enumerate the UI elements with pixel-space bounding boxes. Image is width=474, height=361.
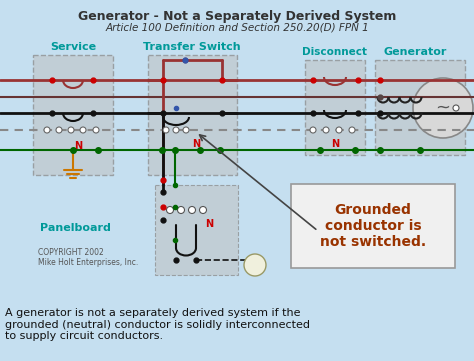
Circle shape bbox=[173, 127, 179, 133]
Circle shape bbox=[336, 127, 342, 133]
Text: Generator: Generator bbox=[383, 47, 447, 57]
Text: N: N bbox=[331, 139, 339, 149]
FancyBboxPatch shape bbox=[291, 184, 455, 268]
Bar bbox=[375, 60, 465, 155]
Bar bbox=[148, 55, 237, 175]
Circle shape bbox=[183, 127, 189, 133]
Circle shape bbox=[93, 127, 99, 133]
Text: Grounded
conductor is
not switched.: Grounded conductor is not switched. bbox=[320, 203, 426, 249]
Circle shape bbox=[68, 127, 74, 133]
Text: Generator - Not a Separately Derived System: Generator - Not a Separately Derived Sys… bbox=[78, 10, 396, 23]
Circle shape bbox=[453, 105, 459, 111]
Circle shape bbox=[413, 78, 473, 138]
Bar bbox=[305, 60, 365, 155]
Circle shape bbox=[310, 127, 316, 133]
Text: Disconnect: Disconnect bbox=[302, 47, 367, 57]
Bar bbox=[155, 185, 238, 275]
Text: N: N bbox=[205, 219, 213, 229]
Circle shape bbox=[166, 206, 173, 213]
Text: N: N bbox=[74, 141, 82, 151]
Circle shape bbox=[177, 206, 184, 213]
Circle shape bbox=[80, 127, 86, 133]
Circle shape bbox=[200, 206, 207, 213]
Text: N: N bbox=[192, 139, 200, 149]
Text: ~: ~ bbox=[436, 99, 450, 117]
Circle shape bbox=[349, 127, 355, 133]
Text: COPYRIGHT 2002
Mike Holt Enterprises, Inc.: COPYRIGHT 2002 Mike Holt Enterprises, In… bbox=[38, 248, 138, 268]
Text: A generator is not a separately derived system if the
grounded (neutral) conduct: A generator is not a separately derived … bbox=[5, 308, 310, 341]
Text: Transfer Switch: Transfer Switch bbox=[143, 42, 241, 52]
Bar bbox=[33, 55, 113, 175]
Circle shape bbox=[163, 127, 169, 133]
Circle shape bbox=[323, 127, 329, 133]
Circle shape bbox=[189, 206, 195, 213]
Text: Panelboard: Panelboard bbox=[39, 223, 110, 233]
Circle shape bbox=[244, 254, 266, 276]
Circle shape bbox=[56, 127, 62, 133]
Circle shape bbox=[44, 127, 50, 133]
Text: Article 100 Definition and Section 250.20(D) FPN 1: Article 100 Definition and Section 250.2… bbox=[105, 22, 369, 32]
Text: Service: Service bbox=[50, 42, 96, 52]
